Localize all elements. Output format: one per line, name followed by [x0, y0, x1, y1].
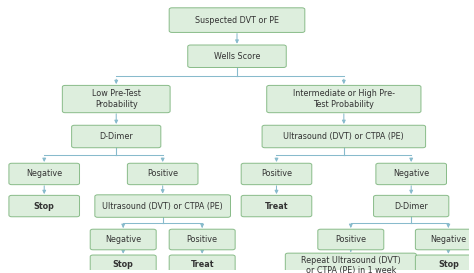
Text: Negative: Negative [26, 170, 62, 179]
FancyBboxPatch shape [128, 163, 198, 185]
FancyBboxPatch shape [374, 195, 449, 217]
FancyBboxPatch shape [9, 163, 80, 185]
FancyBboxPatch shape [9, 195, 80, 217]
FancyBboxPatch shape [241, 195, 312, 217]
FancyBboxPatch shape [169, 8, 305, 32]
Text: Ultrasound (DVT) or CTPA (PE): Ultrasound (DVT) or CTPA (PE) [102, 201, 223, 210]
Text: Positive: Positive [147, 170, 178, 179]
Text: Stop: Stop [113, 260, 134, 269]
FancyBboxPatch shape [90, 255, 156, 273]
FancyBboxPatch shape [376, 163, 447, 185]
FancyBboxPatch shape [169, 255, 235, 273]
FancyBboxPatch shape [241, 163, 312, 185]
Text: Positive: Positive [261, 170, 292, 179]
FancyBboxPatch shape [318, 229, 384, 250]
FancyBboxPatch shape [262, 125, 426, 148]
FancyBboxPatch shape [285, 253, 416, 273]
Text: Stop: Stop [438, 260, 459, 269]
Text: Low Pre-Test
Probability: Low Pre-Test Probability [92, 89, 141, 109]
FancyBboxPatch shape [169, 229, 235, 250]
Text: Stop: Stop [34, 201, 55, 210]
FancyBboxPatch shape [90, 229, 156, 250]
Text: Ultrasound (DVT) or CTPA (PE): Ultrasound (DVT) or CTPA (PE) [283, 132, 404, 141]
FancyBboxPatch shape [63, 85, 170, 113]
Text: Negative: Negative [393, 170, 429, 179]
Text: Positive: Positive [335, 235, 366, 244]
FancyBboxPatch shape [72, 125, 161, 148]
Text: Negative: Negative [430, 235, 466, 244]
Text: Treat: Treat [265, 201, 288, 210]
FancyBboxPatch shape [95, 195, 230, 217]
Text: D-Dimer: D-Dimer [100, 132, 133, 141]
Text: Positive: Positive [187, 235, 218, 244]
FancyBboxPatch shape [267, 85, 421, 113]
FancyBboxPatch shape [415, 229, 474, 250]
Text: Treat: Treat [191, 260, 214, 269]
Text: Negative: Negative [105, 235, 141, 244]
FancyBboxPatch shape [188, 45, 286, 67]
Text: D-Dimer: D-Dimer [394, 201, 428, 210]
FancyBboxPatch shape [415, 255, 474, 273]
Text: Wells Score: Wells Score [214, 52, 260, 61]
Text: Intermediate or High Pre-
Test Probability: Intermediate or High Pre- Test Probabili… [293, 89, 395, 109]
Text: Repeat Ultrasound (DVT)
or CTPA (PE) in 1 week: Repeat Ultrasound (DVT) or CTPA (PE) in … [301, 256, 401, 273]
Text: Suspected DVT or PE: Suspected DVT or PE [195, 16, 279, 25]
